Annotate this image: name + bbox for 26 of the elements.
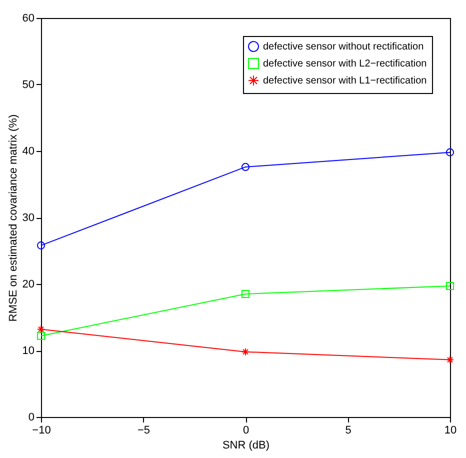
y-axis-title: RMSE on estimated covariance matrix (%) [7,114,20,322]
point [446,148,454,156]
point [241,290,250,298]
x-tick-label: −10 [32,424,51,436]
y-tick-label: 30 [22,212,34,224]
point [36,325,46,334]
point [36,241,46,250]
y-tick-label: 20 [22,278,34,290]
y-tick-label: 40 [22,146,34,158]
y-tick-label: 50 [22,79,34,91]
point [36,332,46,340]
x-tick-label: 5 [345,424,352,436]
legend-label: defective sensor without rectification [263,42,424,52]
point [241,162,250,171]
x-tick-label: 0 [242,424,250,436]
x-tick-label: 10 [444,424,457,436]
y-tick-label: 0 [28,412,34,424]
legend-label: defective sensor with L2−rectification [263,58,427,70]
legend-label: defective sensor with L1−rectification [263,76,427,86]
y-tick-label: 10 [22,345,34,357]
point [446,356,454,364]
point [241,348,250,356]
x-axis-title: SNR (dB) [222,440,270,452]
x-tick-label: −5 [137,424,150,436]
y-tick-label: 60 [22,12,34,24]
point [446,282,454,290]
